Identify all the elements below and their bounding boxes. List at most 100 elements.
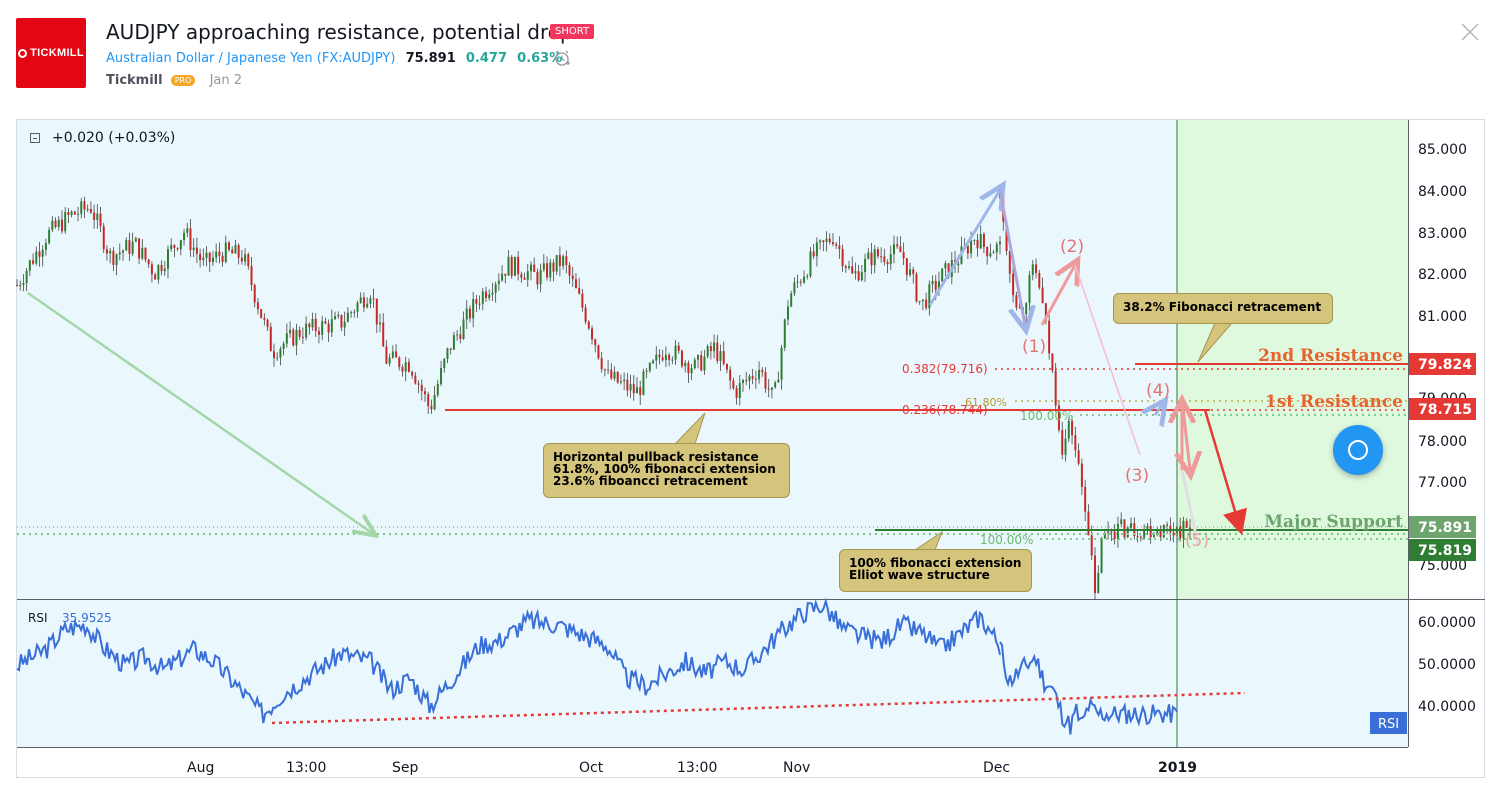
candle-body xyxy=(54,220,57,228)
candle-body xyxy=(250,266,253,286)
candle-body xyxy=(28,260,31,271)
candle-body xyxy=(1179,526,1182,539)
candle-body xyxy=(886,262,889,265)
candle-body xyxy=(128,240,131,254)
candle-body xyxy=(812,251,815,257)
candle-body xyxy=(420,384,423,392)
candle-body xyxy=(353,311,356,313)
price-change-pct: 0.63% xyxy=(517,51,563,66)
candle-body xyxy=(986,247,989,257)
close-icon[interactable] xyxy=(1460,22,1480,42)
candle-body xyxy=(989,253,992,257)
candle-body xyxy=(1185,520,1188,528)
candle-body xyxy=(491,292,494,295)
candle-body xyxy=(725,363,728,370)
candle-body xyxy=(944,263,947,269)
svg-text:75.819: 75.819 xyxy=(1418,543,1472,559)
wave-label-3: (3) xyxy=(1125,466,1149,486)
candle-body xyxy=(468,308,471,319)
tickmill-logo[interactable]: TICKMILL xyxy=(16,18,86,88)
candle-body xyxy=(671,359,674,361)
candle-body xyxy=(1156,530,1159,535)
candle-body xyxy=(77,213,80,215)
alarm-clock-icon[interactable] xyxy=(553,49,571,67)
candle-body xyxy=(446,348,449,360)
candle-body xyxy=(979,233,982,249)
candle-body xyxy=(1146,525,1149,531)
candle-body xyxy=(1028,275,1031,304)
candle-body xyxy=(385,346,388,364)
author-name[interactable]: Tickmill xyxy=(106,73,163,88)
candle-body xyxy=(395,351,398,358)
price-tick: 77.000 xyxy=(1418,475,1467,491)
fib-label-100-lower: 100.00% xyxy=(980,533,1033,547)
candle-body xyxy=(1110,531,1113,533)
candle-body xyxy=(481,291,484,304)
candle-body xyxy=(684,362,687,367)
candle-body xyxy=(154,274,157,280)
candle-body xyxy=(883,256,886,263)
collapse-legend-icon[interactable] xyxy=(30,133,40,143)
candle-body xyxy=(848,266,851,268)
candle-body xyxy=(873,249,876,266)
candle-body xyxy=(642,371,645,395)
candle-body xyxy=(231,249,234,254)
price-tick: 75.000 xyxy=(1418,558,1467,574)
candle-body xyxy=(73,211,76,215)
candle-body xyxy=(237,245,240,258)
symbol-name-link[interactable]: Australian Dollar / Japanese Yen xyxy=(106,51,313,66)
price-tick: 82.000 xyxy=(1418,267,1467,283)
candle-body xyxy=(828,238,831,243)
candle-body xyxy=(215,251,218,258)
candle-body xyxy=(909,269,912,275)
candle-body xyxy=(597,345,600,359)
candle-body xyxy=(147,259,150,265)
candle-body xyxy=(555,255,558,272)
candle-body xyxy=(921,299,924,302)
floating-action-button[interactable] xyxy=(1333,425,1383,475)
candle-body xyxy=(183,232,186,241)
candle-body xyxy=(738,382,741,398)
candle-body xyxy=(247,254,250,267)
candle-body xyxy=(340,314,343,328)
candle-body xyxy=(562,256,565,267)
candle-body xyxy=(825,238,828,243)
author-row: Tickmill PRO Jan 2 xyxy=(106,73,242,88)
candle-body xyxy=(973,239,976,241)
candle-body xyxy=(995,244,998,253)
candle-body xyxy=(485,291,488,299)
candle-body xyxy=(690,368,693,374)
candle-body xyxy=(819,240,822,243)
candle-body xyxy=(639,387,642,395)
publish-date: Jan 2 xyxy=(209,73,243,88)
candle-body xyxy=(584,307,587,322)
candle-body xyxy=(899,246,902,253)
candle-body xyxy=(314,318,317,332)
candle-body xyxy=(285,333,288,344)
symbol-code-link[interactable]: (FX:AUDJPY) xyxy=(316,51,396,66)
candle-body xyxy=(504,273,507,276)
candle-body xyxy=(356,302,359,312)
candle-body xyxy=(860,272,863,281)
candle-body xyxy=(793,282,796,294)
candle-body xyxy=(211,257,214,262)
candle-body xyxy=(867,252,870,259)
candle-body xyxy=(176,247,179,250)
candle-body xyxy=(1005,221,1008,252)
candle-body xyxy=(1136,536,1139,538)
candle-body xyxy=(64,211,67,232)
candle-body xyxy=(677,345,680,351)
candle-body xyxy=(751,376,754,379)
candle-body xyxy=(822,240,825,243)
candle-body xyxy=(780,347,783,380)
svg-text:79.824: 79.824 xyxy=(1418,357,1472,373)
candle-body xyxy=(192,247,195,251)
rsi-axis: 60.0000 50.0000 40.0000 xyxy=(1418,615,1476,715)
candle-body xyxy=(770,387,773,390)
candle-body xyxy=(783,319,786,348)
time-tick: 2019 xyxy=(1158,760,1197,776)
candle-body xyxy=(831,242,834,244)
price-tag-1st-resistance: 78.715 xyxy=(1409,398,1476,420)
candle-body xyxy=(414,375,417,384)
